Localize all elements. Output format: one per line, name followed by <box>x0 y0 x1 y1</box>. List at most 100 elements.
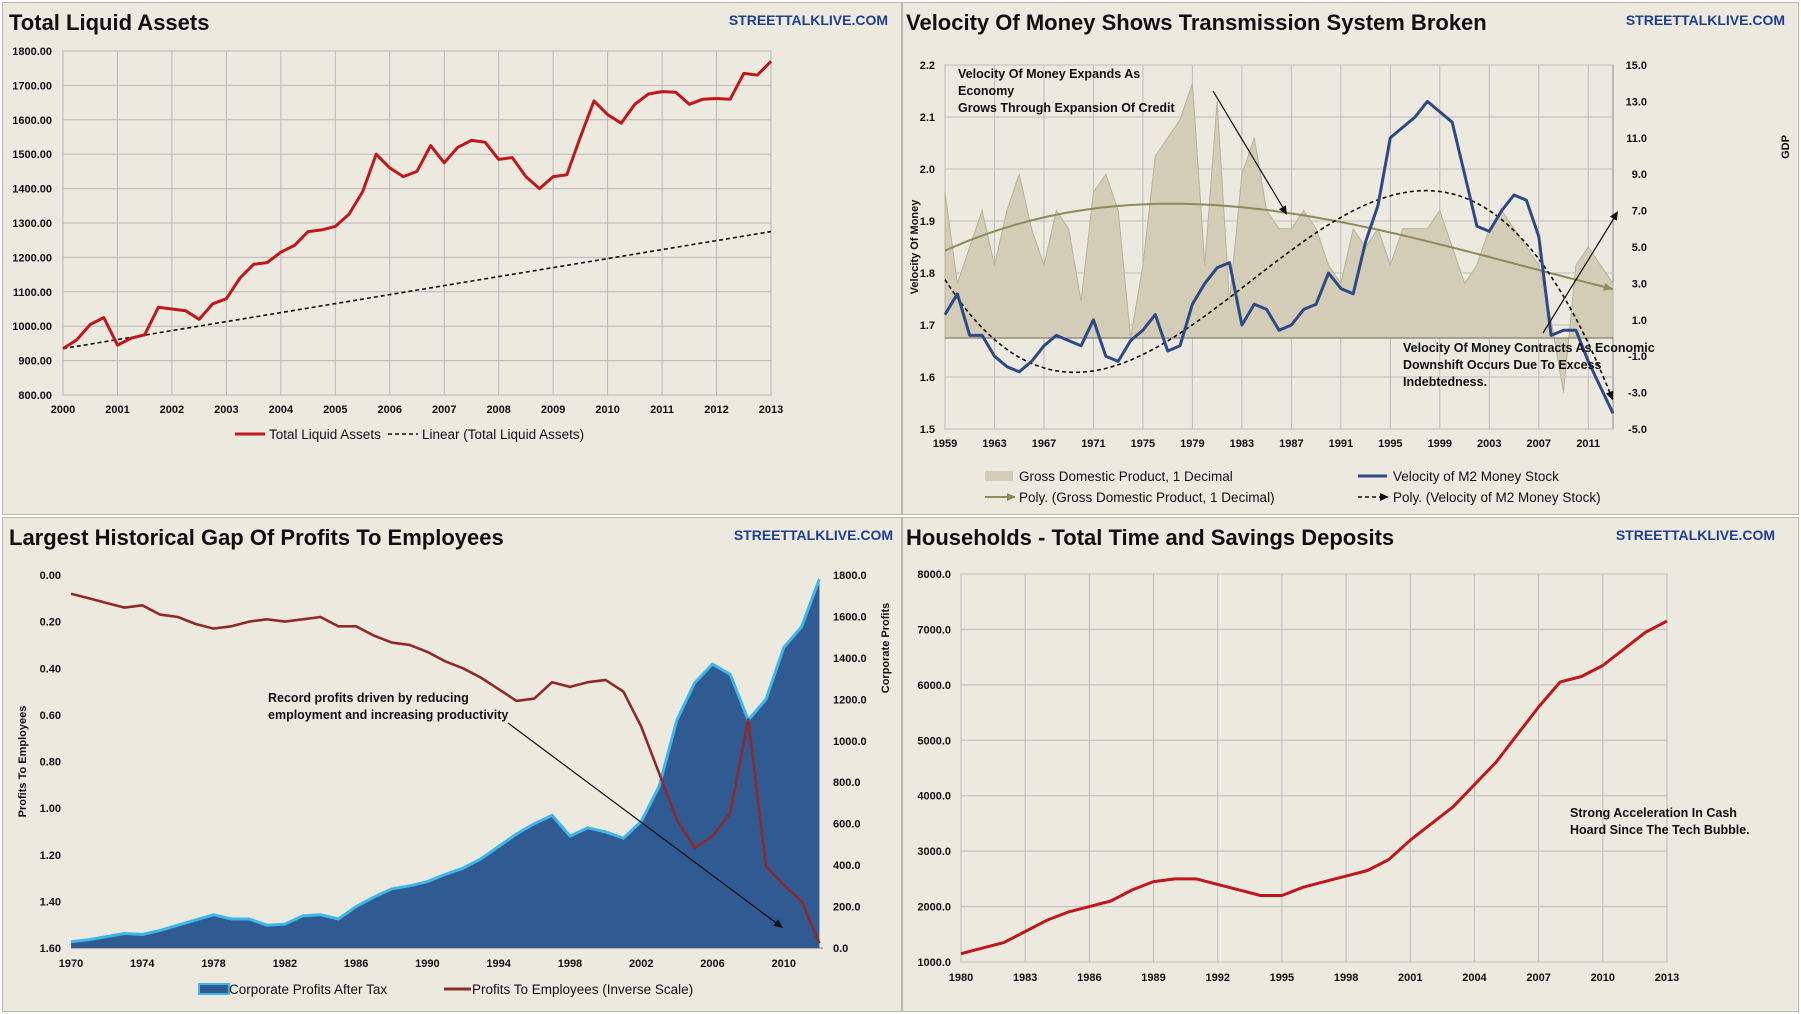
legend-label: Total Liquid Assets <box>269 427 381 442</box>
x-tick-label: 2003 <box>1477 438 1501 450</box>
y-tick-label: 7000.0 <box>917 624 951 636</box>
x-tick-label: 1986 <box>1077 972 1101 984</box>
x-tick-label: 1982 <box>273 958 297 970</box>
panel-household-deposits: Households - Total Time and Savings Depo… <box>902 517 1799 1012</box>
chart-household-deposits: Households - Total Time and Savings Depo… <box>906 525 1775 984</box>
x-tick-label: 2012 <box>704 404 728 416</box>
legend-label: Linear (Total Liquid Assets) <box>422 427 584 442</box>
x-tick-label: 1986 <box>344 958 368 970</box>
y-tick-label: 0.40 <box>40 663 61 675</box>
chart-title: Total Liquid Assets <box>9 10 209 35</box>
x-tick-label: 1994 <box>486 958 511 970</box>
y2-tick-label: 800.0 <box>833 777 861 789</box>
y-tick-label: 1200.00 <box>12 252 52 264</box>
y-tick-label: 1800.00 <box>12 46 52 58</box>
y2-tick-label: -5.0 <box>1628 424 1647 436</box>
annotation-text: Economy <box>958 84 1014 98</box>
y2-tick-label: 1400.0 <box>833 653 867 665</box>
x-tick-label: 2007 <box>432 404 456 416</box>
arrowhead-gdp-trend <box>1603 283 1613 291</box>
chart-velocity-of-money: Velocity Of Money Shows Transmission Sys… <box>906 10 1792 505</box>
y-tick-label: 2.2 <box>920 60 935 72</box>
annotation-text: employment and increasing productivity <box>268 708 508 722</box>
y-tick-label: 2000.0 <box>917 902 951 914</box>
x-tick-label: 2005 <box>323 404 347 416</box>
x-tick-label: 1970 <box>59 958 83 970</box>
x-tick-label: 1963 <box>982 438 1006 450</box>
chart-title: Households - Total Time and Savings Depo… <box>906 525 1394 550</box>
y2-tick-label: 0.0 <box>833 943 848 955</box>
y-tick-label: 1.9 <box>920 216 935 228</box>
y-tick-label: 0.60 <box>40 710 61 722</box>
chart-title: Largest Historical Gap Of Profits To Emp… <box>9 525 504 550</box>
y-tick-label: 5000.0 <box>917 735 951 747</box>
legend-arrowhead <box>1007 493 1016 501</box>
x-tick-label: 1980 <box>949 972 973 984</box>
annotation-arrowhead <box>1609 211 1618 221</box>
y-tick-label: 1.40 <box>40 896 61 908</box>
panel-velocity-of-money: Velocity Of Money Shows Transmission Sys… <box>902 2 1799 515</box>
plot-background <box>960 573 1668 963</box>
y-tick-label: 3000.0 <box>917 846 951 858</box>
legend-label: Profits To Employees (Inverse Scale) <box>472 982 693 997</box>
chart-profits-to-employees: Largest Historical Gap Of Profits To Emp… <box>9 525 893 997</box>
x-tick-label: 1992 <box>1205 972 1229 984</box>
trend-line-velocity <box>944 189 1614 401</box>
brand-label: STREETTALKLIVE.COM <box>729 12 888 28</box>
y2-tick-label: 3.0 <box>1632 278 1647 290</box>
x-tick-label: 2010 <box>1591 972 1615 984</box>
trend-line-gdp <box>944 202 1614 290</box>
area-gdp <box>944 83 1614 393</box>
y-tick-label: 1000.00 <box>12 321 52 333</box>
x-tick-label: 2007 <box>1526 972 1550 984</box>
y-tick-label: 1.20 <box>40 850 61 862</box>
annotation-text: Hoard Since The Tech Bubble. <box>1570 823 1750 837</box>
y-tick-label: 2.0 <box>920 164 935 176</box>
annotation-arrow <box>507 722 780 926</box>
x-tick-label: 2011 <box>650 404 674 416</box>
series-line-total-liquid-assets <box>62 60 773 350</box>
y2-tick-label: 1000.0 <box>833 736 867 748</box>
annotation-text: Velocity Of Money Expands As <box>958 67 1140 81</box>
series-line-profits-to-employees <box>70 592 821 944</box>
x-tick-label: 2013 <box>759 404 783 416</box>
y-tick-label: 1.00 <box>40 803 61 815</box>
chart-title: Velocity Of Money Shows Transmission Sys… <box>906 10 1487 35</box>
annotation-text: Strong Acceleration In Cash <box>1570 806 1737 820</box>
x-tick-label: 2006 <box>378 404 402 416</box>
annotation-text: Downshift Occurs Due To Excess <box>1403 358 1601 372</box>
legend-arrowhead <box>1380 493 1389 501</box>
x-tick-label: 2008 <box>486 404 510 416</box>
y-tick-label: 1100.00 <box>13 287 52 299</box>
annotation-text: Record profits driven by reducing <box>268 691 469 705</box>
y-tick-label: 1500.00 <box>12 149 52 161</box>
y2-tick-label: 11.0 <box>1626 133 1647 145</box>
x-tick-label: 2004 <box>269 404 294 416</box>
annotation-text: Grows Through Expansion Of Credit <box>958 101 1176 115</box>
y-tick-label: 0.20 <box>40 617 61 629</box>
x-tick-label: 1999 <box>1428 438 1452 450</box>
x-tick-label: 1971 <box>1081 438 1105 450</box>
x-tick-label: 2002 <box>629 958 653 970</box>
area-edge-corporate-profits <box>70 578 821 944</box>
y-tick-label: 1300.00 <box>12 218 52 230</box>
y2-axis-title: Corporate Profits <box>880 603 892 693</box>
y2-tick-label: -1.0 <box>1628 351 1647 363</box>
y-tick-label: 1.7 <box>920 320 935 332</box>
x-tick-label: 2010 <box>595 404 619 416</box>
y2-tick-label: 1600.0 <box>833 611 867 623</box>
x-tick-label: 1983 <box>1230 438 1254 450</box>
panel-total-liquid-assets: Total Liquid Assets STREETTALKLIVE.COM 8… <box>2 2 902 515</box>
y-tick-label: 1400.00 <box>12 184 52 196</box>
x-tick-label: 2009 <box>541 404 565 416</box>
x-tick-label: 1989 <box>1141 972 1165 984</box>
y-tick-label: 1700.00 <box>12 80 52 92</box>
annotation-arrow <box>1542 214 1617 334</box>
x-tick-label: 2000 <box>51 404 75 416</box>
x-tick-label: 1959 <box>933 438 957 450</box>
y2-tick-label: 200.0 <box>833 902 861 914</box>
x-tick-label: 2007 <box>1527 438 1551 450</box>
x-tick-label: 2004 <box>1462 972 1487 984</box>
y2-tick-label: 15.0 <box>1626 60 1647 72</box>
y-tick-label: 1.8 <box>920 268 935 280</box>
